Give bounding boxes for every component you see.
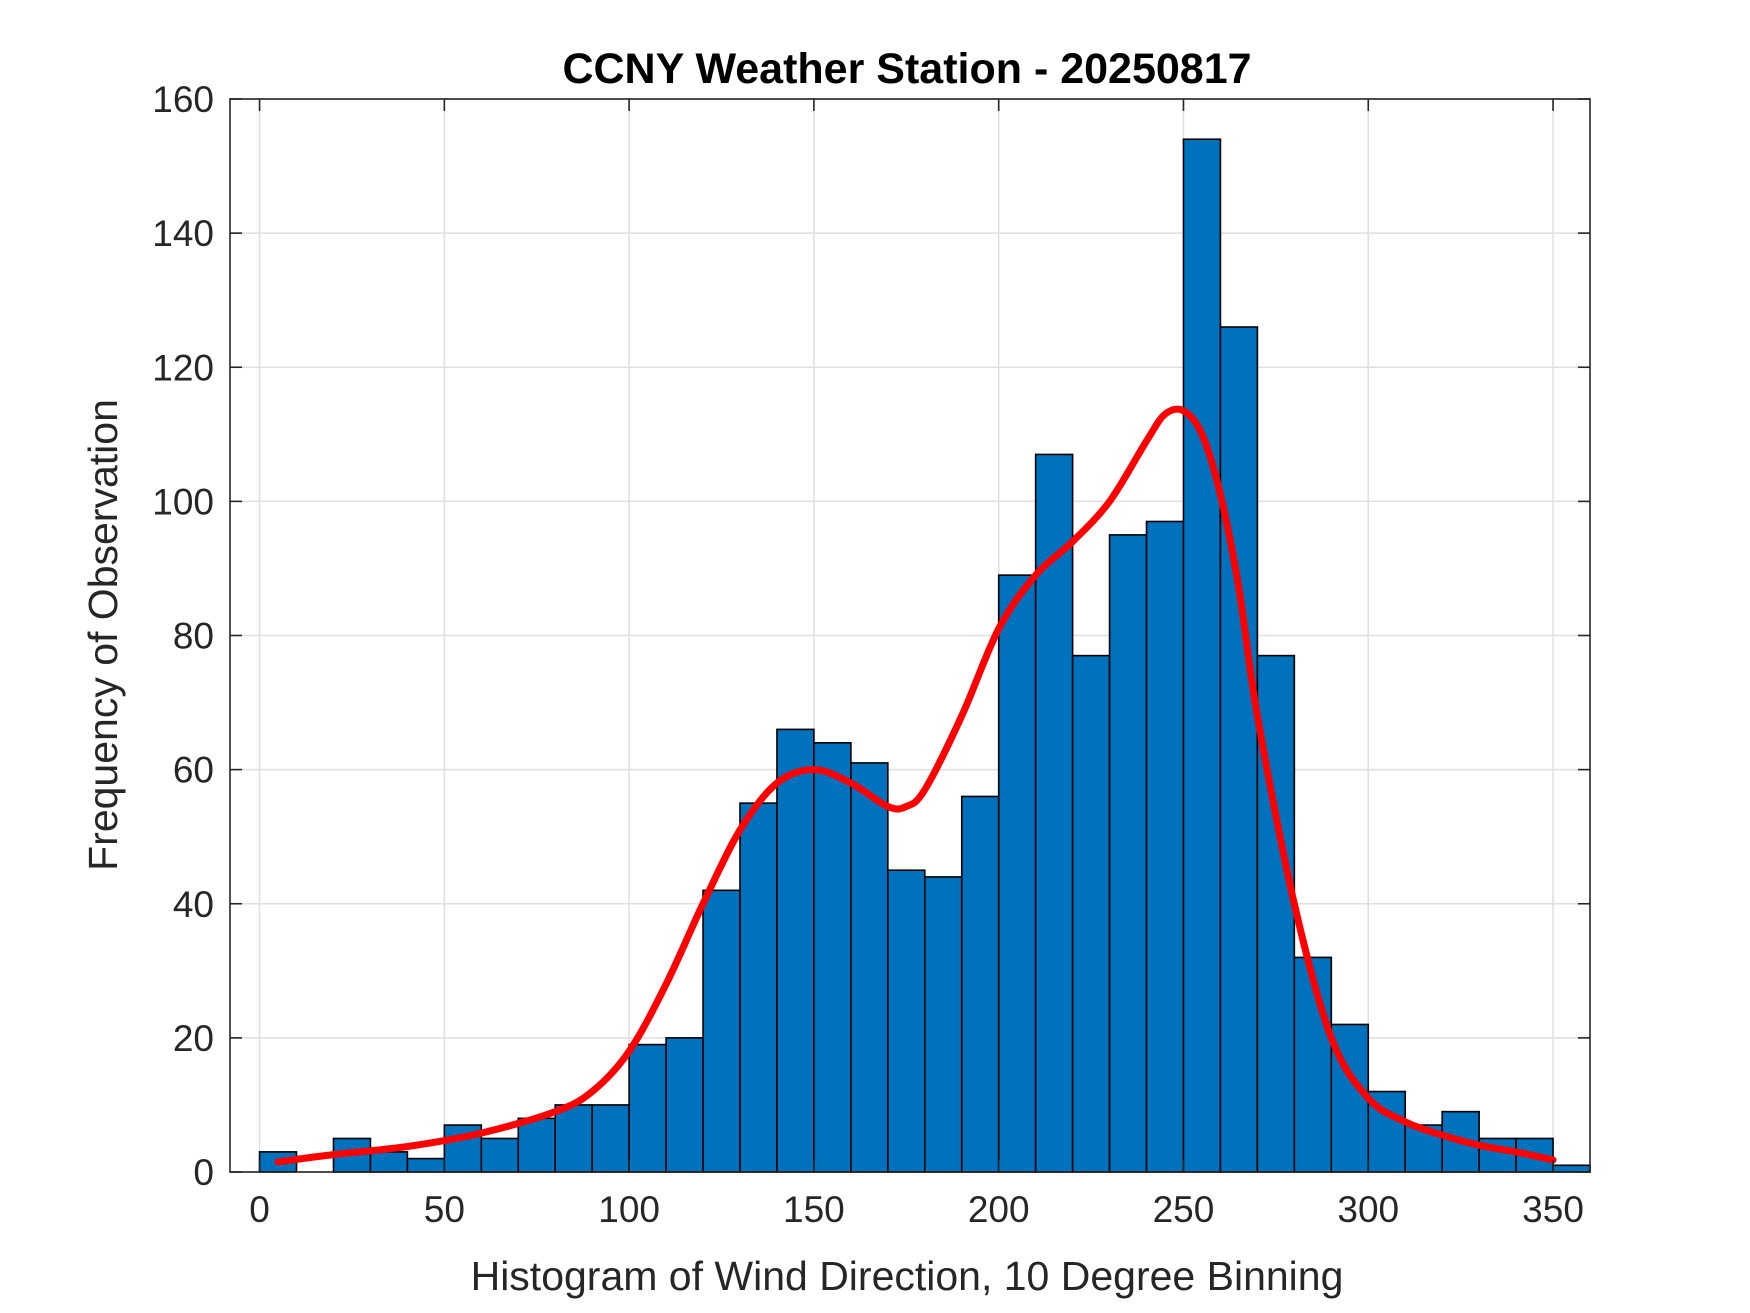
y-tick-labels: 0 20 40 60 80 100 120 140 160 <box>152 79 214 1193</box>
x-tick-label: 350 <box>1522 1189 1584 1230</box>
x-axis-label: Histogram of Wind Direction, 10 Degree B… <box>471 1253 1344 1299</box>
histogram-bar <box>1145 520 1185 1173</box>
x-tick-label: 150 <box>783 1189 845 1230</box>
y-tick-label: 140 <box>152 213 214 254</box>
histogram-bar <box>1071 654 1111 1173</box>
histogram-bar <box>406 1157 446 1173</box>
histogram-bar <box>628 1043 667 1173</box>
x-tick-label: 0 <box>249 1189 270 1230</box>
y-tick-label: 80 <box>173 616 214 657</box>
x-tick-label: 200 <box>968 1189 1030 1230</box>
histogram-bar <box>369 1151 409 1173</box>
histogram-bar <box>1552 1164 1591 1173</box>
y-tick-label: 0 <box>193 1152 214 1193</box>
x-tick-label: 300 <box>1337 1189 1399 1230</box>
x-tick-label: 100 <box>598 1189 660 1230</box>
y-tick-label: 160 <box>152 79 214 120</box>
histogram-bar <box>813 741 852 1173</box>
histogram-bar <box>850 762 889 1173</box>
x-tick-label: 50 <box>424 1189 465 1230</box>
histogram-bar <box>997 574 1037 1173</box>
histogram-bar <box>776 728 815 1173</box>
histogram-bar <box>591 1104 630 1173</box>
histogram-bar <box>554 1104 593 1173</box>
x-tick-label: 250 <box>1153 1189 1215 1230</box>
histogram-bar <box>702 889 741 1173</box>
histogram-bar <box>480 1137 520 1173</box>
y-tick-label: 120 <box>152 347 214 388</box>
y-axis-label: Frequency of Observation <box>80 399 126 871</box>
chart-title: CCNY Weather Station - 20250817 <box>562 45 1251 93</box>
histogram-bar <box>517 1117 557 1173</box>
fit-curve-layer <box>274 405 1557 1166</box>
histogram-bar <box>739 802 778 1173</box>
histogram-bar <box>665 1037 704 1173</box>
y-tick-label: 20 <box>173 1018 214 1059</box>
histogram-bar <box>887 869 926 1173</box>
fit-curve <box>274 405 1557 1166</box>
y-tick-label: 40 <box>173 884 214 925</box>
histogram-bar <box>1034 453 1074 1173</box>
x-tick-labels: 0 50 100 150 200 250 300 350 <box>249 1189 1584 1230</box>
histogram-bar <box>1108 534 1148 1173</box>
histogram-bar <box>923 876 963 1173</box>
histogram-bars <box>258 138 1591 1173</box>
histogram-bar <box>1219 326 1259 1173</box>
histogram-bar <box>1182 138 1222 1173</box>
y-tick-label: 60 <box>173 750 214 791</box>
y-tick-label: 100 <box>152 481 214 522</box>
axis-ticks <box>230 98 1590 1173</box>
histogram-bar <box>960 795 1000 1173</box>
